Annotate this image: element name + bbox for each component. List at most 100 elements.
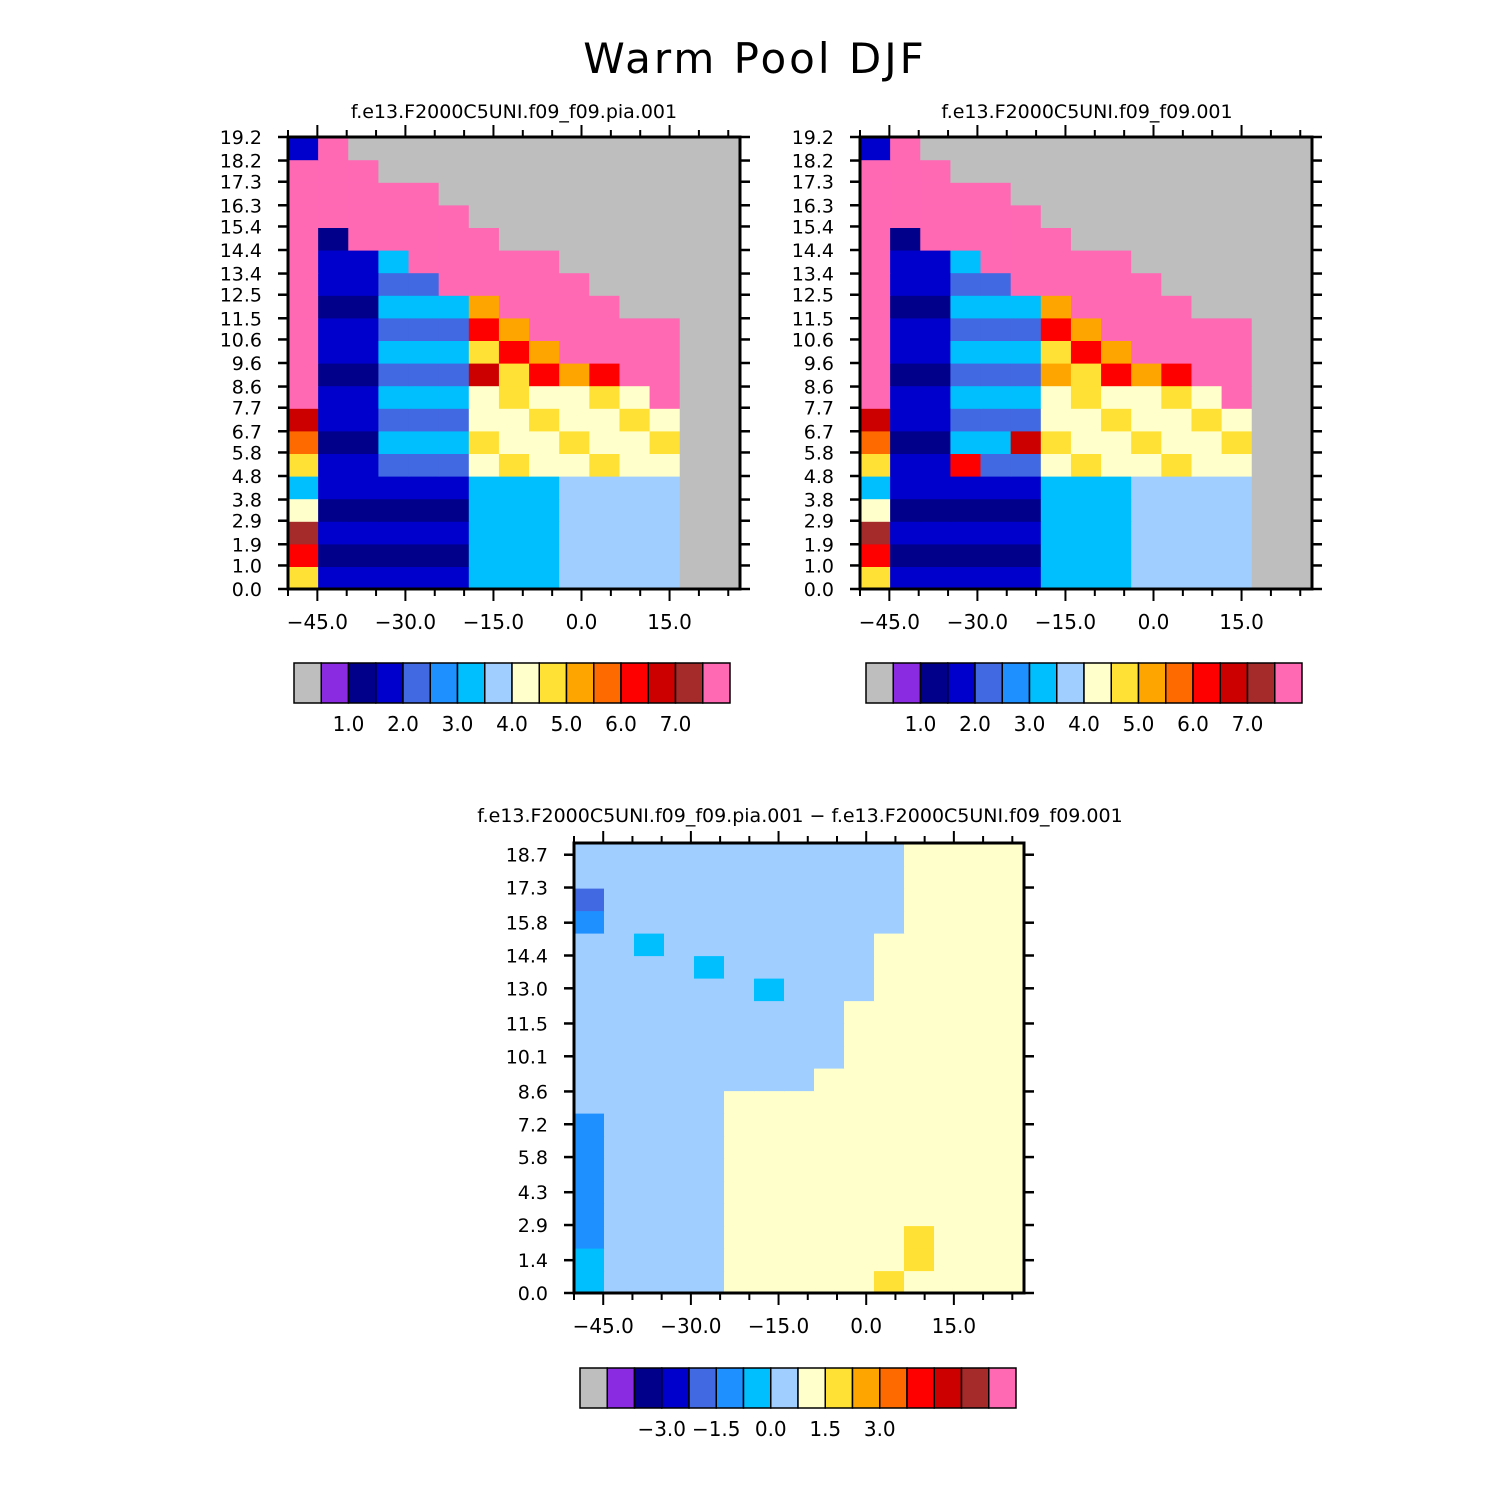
heatmap-cell xyxy=(890,521,921,545)
colorbar-swatch xyxy=(1001,662,1031,704)
heatmap-cell xyxy=(589,363,621,387)
heatmap-cell xyxy=(679,566,711,590)
colorbar-swatch xyxy=(1083,662,1112,704)
heatmap-cell xyxy=(1010,340,1042,364)
heatmap-cell xyxy=(589,317,621,341)
heatmap-cell xyxy=(860,566,891,590)
heatmap-cell xyxy=(1221,453,1253,477)
heatmap-cell xyxy=(724,1090,755,1114)
heatmap-cell xyxy=(920,566,951,590)
heatmap-cell xyxy=(904,1180,935,1204)
heatmap-cell xyxy=(934,1113,965,1137)
heatmap-cell xyxy=(468,566,500,590)
heatmap-cell xyxy=(1281,250,1313,274)
y-tick-label: 12.5 xyxy=(792,285,834,307)
y-tick-label: 9.6 xyxy=(232,353,262,375)
heatmap-cell xyxy=(844,910,875,934)
heatmap-cell xyxy=(964,843,995,867)
heatmap-cell xyxy=(1221,204,1253,228)
heatmap-cell xyxy=(724,1180,755,1204)
heatmap-cell xyxy=(754,1068,785,1092)
heatmap-cell xyxy=(589,521,621,545)
heatmap-cell xyxy=(679,498,711,522)
heatmap-cell xyxy=(814,1090,845,1114)
heatmap-cell xyxy=(1010,566,1042,590)
heatmap-cell xyxy=(994,1225,1025,1249)
colorbar-swatch xyxy=(429,662,459,704)
heatmap-cell xyxy=(874,1068,905,1092)
heatmap-cell xyxy=(964,1270,995,1294)
heatmap-cell xyxy=(1010,385,1042,409)
heatmap-cell xyxy=(1101,566,1132,590)
heatmap-cell xyxy=(1101,453,1132,477)
heatmap-cell xyxy=(408,295,440,319)
colorbar-label: 4.0 xyxy=(1068,712,1100,736)
heatmap-cell xyxy=(1161,340,1193,364)
heatmap-cell xyxy=(874,1000,905,1024)
heatmap-cell xyxy=(649,137,681,161)
heatmap-cell xyxy=(904,1248,935,1272)
heatmap-cell xyxy=(1131,430,1162,454)
heatmap-cell xyxy=(1251,159,1283,183)
heatmap-cell xyxy=(950,272,982,296)
heatmap-cell xyxy=(679,272,711,296)
heatmap-cell xyxy=(378,476,410,500)
heatmap-cell xyxy=(318,363,349,387)
heatmap-cell xyxy=(1281,182,1313,206)
heatmap-cell xyxy=(860,159,891,183)
heatmap-cell xyxy=(694,1045,725,1069)
heatmap-cell xyxy=(980,272,1012,296)
heatmap-cell xyxy=(378,453,410,477)
x-tick-label: −45.0 xyxy=(573,1314,634,1338)
heatmap-cell xyxy=(559,250,590,274)
heatmap-cell xyxy=(874,1023,905,1047)
heatmap-cell xyxy=(814,1180,845,1204)
heatmap-cell xyxy=(904,955,935,979)
heatmap-cell xyxy=(574,1045,605,1069)
heatmap-cell xyxy=(288,227,319,251)
y-tick-label: 5.8 xyxy=(804,442,834,464)
heatmap-cell xyxy=(378,272,410,296)
heatmap-cell xyxy=(1131,250,1162,274)
y-tick-label: 18.2 xyxy=(220,151,262,173)
heatmap-cell xyxy=(904,1023,935,1047)
heatmap-cell xyxy=(634,910,665,934)
heatmap-cell xyxy=(619,159,651,183)
heatmap-cell xyxy=(1161,363,1193,387)
heatmap-cell xyxy=(1070,250,1102,274)
heatmap-cell xyxy=(904,1000,935,1024)
x-tick-label: 15.0 xyxy=(1219,610,1264,634)
heatmap-cell xyxy=(1010,227,1042,251)
y-tick-label: 13.4 xyxy=(792,264,834,286)
heatmap-cell xyxy=(1070,317,1102,341)
heatmap-cell xyxy=(920,227,951,251)
heatmap-cell xyxy=(1010,430,1042,454)
y-tick-label: 13.4 xyxy=(220,264,262,286)
heatmap-cell xyxy=(438,453,470,477)
heatmap-cell xyxy=(754,1270,785,1294)
heatmap-cell xyxy=(348,159,379,183)
heatmap-cell xyxy=(1161,295,1193,319)
heatmap-cell xyxy=(348,295,379,319)
heatmap-cell xyxy=(559,543,590,567)
heatmap-cell xyxy=(964,1158,995,1182)
heatmap-cell xyxy=(288,543,319,567)
heatmap-cell xyxy=(1070,385,1102,409)
heatmap-cell xyxy=(860,543,891,567)
heatmap-cell xyxy=(1251,430,1283,454)
heatmap-cell xyxy=(754,1248,785,1272)
heatmap-cell xyxy=(1131,182,1162,206)
heatmap-cell xyxy=(1070,204,1102,228)
heatmap-cell xyxy=(1101,476,1132,500)
heatmap-cell xyxy=(754,1135,785,1159)
heatmap-cell xyxy=(468,453,500,477)
heatmap-cell xyxy=(934,1203,965,1227)
heatmap-cell xyxy=(1131,476,1162,500)
heatmap-cell xyxy=(784,1045,815,1069)
heatmap-cell xyxy=(920,408,951,432)
heatmap-cell xyxy=(890,182,921,206)
heatmap-cell xyxy=(589,430,621,454)
heatmap-cell xyxy=(604,1023,635,1047)
heatmap-cell xyxy=(1221,317,1253,341)
heatmap-cell xyxy=(634,1135,665,1159)
